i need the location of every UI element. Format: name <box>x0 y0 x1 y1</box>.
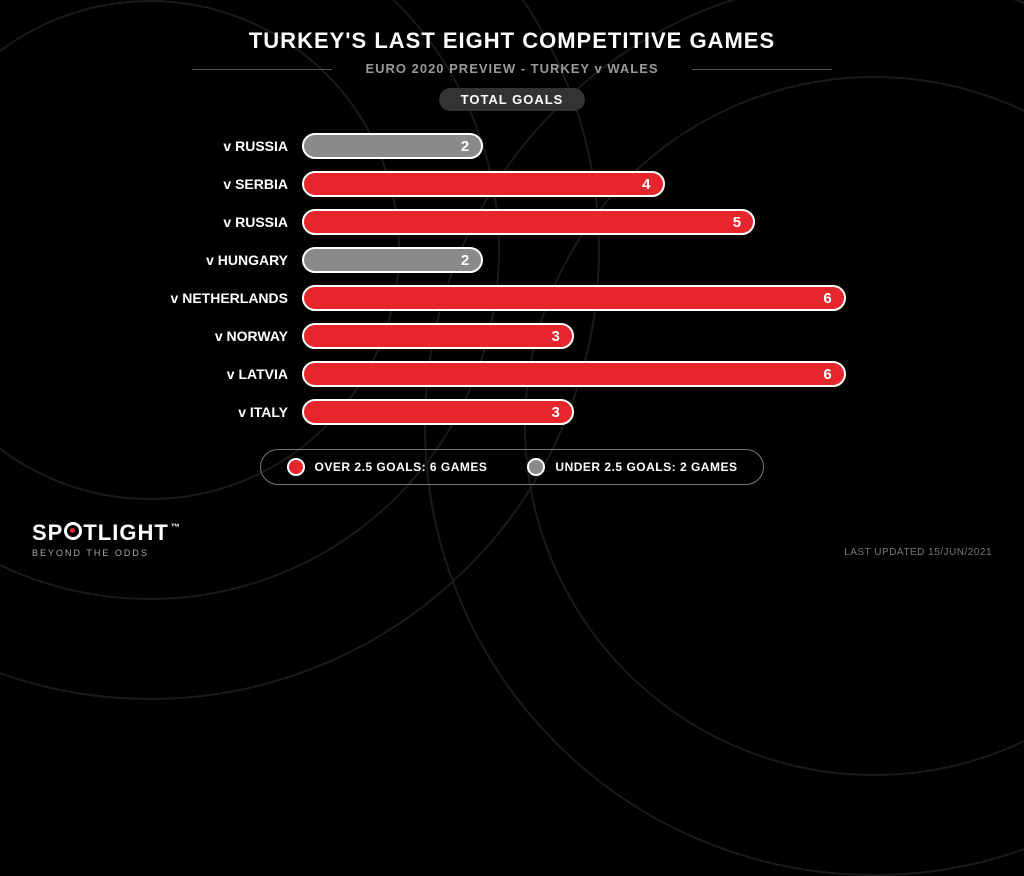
row-label: v RUSSIA <box>142 214 302 230</box>
bar-track: 2 <box>302 133 882 159</box>
legend-swatch-icon <box>527 458 545 476</box>
row-label: v HUNGARY <box>142 252 302 268</box>
bar: 6 <box>302 285 846 311</box>
chart-subtitle: EURO 2020 PREVIEW - TURKEY v WALES <box>365 61 658 76</box>
row-label: v SERBIA <box>142 176 302 192</box>
chart-row: v RUSSIA2 <box>142 127 882 165</box>
bar-track: 5 <box>302 209 882 235</box>
chart-row: v SERBIA4 <box>142 165 882 203</box>
row-label: v NETHERLANDS <box>142 290 302 306</box>
bar: 5 <box>302 209 755 235</box>
chart-row: v NORWAY3 <box>142 317 882 355</box>
bar: 2 <box>302 247 483 273</box>
metric-pill: TOTAL GOALS <box>439 88 586 111</box>
row-label: v NORWAY <box>142 328 302 344</box>
chart-row: v NETHERLANDS6 <box>142 279 882 317</box>
legend-label: UNDER 2.5 GOALS: 2 GAMES <box>555 460 737 474</box>
bar-chart: v RUSSIA2v SERBIA4v RUSSIA5v HUNGARY2v N… <box>142 127 882 431</box>
chart-row: v RUSSIA5 <box>142 203 882 241</box>
chart-row: v ITALY3 <box>142 393 882 431</box>
bar-track: 2 <box>302 247 882 273</box>
bar: 4 <box>302 171 665 197</box>
bar-track: 6 <box>302 285 882 311</box>
brand-logo: SP TLIGHT ™ <box>32 520 181 546</box>
chart-row: v HUNGARY2 <box>142 241 882 279</box>
row-label: v ITALY <box>142 404 302 420</box>
legend-swatch-icon <box>287 458 305 476</box>
trademark-icon: ™ <box>171 522 181 532</box>
legend-item: UNDER 2.5 GOALS: 2 GAMES <box>527 458 737 476</box>
brand-text-post: TLIGHT <box>83 520 168 546</box>
bar: 3 <box>302 399 574 425</box>
brand-o-icon <box>64 522 82 540</box>
brand-text-pre: SP <box>32 520 63 546</box>
bar-track: 4 <box>302 171 882 197</box>
bar: 6 <box>302 361 846 387</box>
bar-track: 3 <box>302 399 882 425</box>
chart-row: v LATVIA6 <box>142 355 882 393</box>
legend-item: OVER 2.5 GOALS: 6 GAMES <box>287 458 488 476</box>
bar-track: 6 <box>302 361 882 387</box>
last-updated: LAST UPDATED 15/JUN/2021 <box>844 547 992 558</box>
legend: OVER 2.5 GOALS: 6 GAMES UNDER 2.5 GOALS: … <box>260 449 765 485</box>
brand-block: SP TLIGHT ™ BEYOND THE ODDS <box>32 520 181 558</box>
bar: 3 <box>302 323 574 349</box>
bar: 2 <box>302 133 483 159</box>
brand-tagline: BEYOND THE ODDS <box>32 548 181 558</box>
bar-track: 3 <box>302 323 882 349</box>
legend-label: OVER 2.5 GOALS: 6 GAMES <box>315 460 488 474</box>
chart-title: TURKEY'S LAST EIGHT COMPETITIVE GAMES <box>249 28 775 54</box>
row-label: v RUSSIA <box>142 138 302 154</box>
row-label: v LATVIA <box>142 366 302 382</box>
